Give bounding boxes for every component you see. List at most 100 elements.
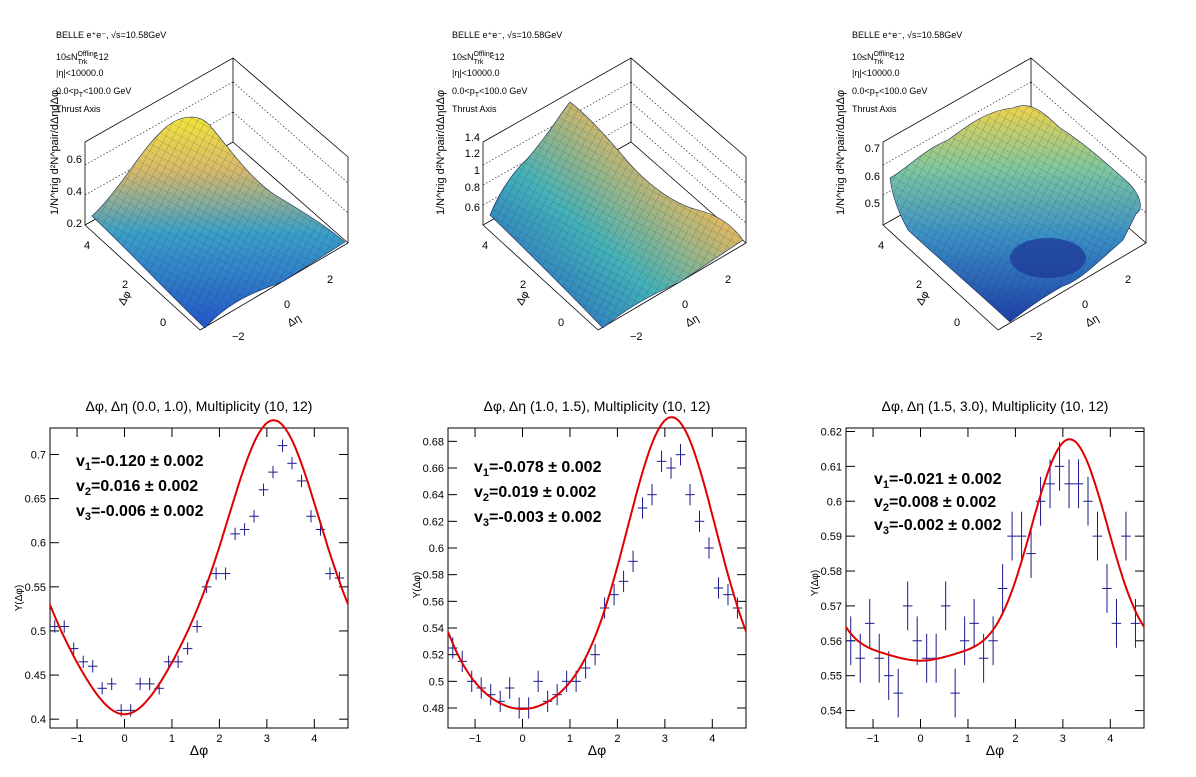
y-tick-label: 0.62 bbox=[423, 516, 444, 528]
fit-curve bbox=[49, 419, 349, 716]
z-tick-label: 0.7 bbox=[865, 143, 880, 155]
data-point bbox=[1092, 511, 1103, 561]
phi-axis-ticks: 0 2 4 bbox=[878, 240, 960, 329]
x-tick-label: 4 bbox=[311, 733, 317, 745]
x-axis-label: Δφ bbox=[190, 742, 208, 758]
data-point bbox=[325, 567, 335, 580]
data-point bbox=[296, 474, 307, 488]
data-point bbox=[618, 570, 629, 592]
eta-tick-label: 2 bbox=[1125, 274, 1131, 286]
fit-v2: v2=0.016 ± 0.002 bbox=[76, 478, 198, 498]
data-point bbox=[192, 620, 202, 633]
y-tick-label: 0.54 bbox=[423, 623, 444, 635]
y-axis-label: Y(Δφ) bbox=[810, 570, 821, 597]
y-tick-label: 0.68 bbox=[423, 436, 444, 448]
data-point bbox=[97, 682, 107, 695]
y-tick-label: 0.65 bbox=[25, 494, 46, 506]
data-point bbox=[268, 465, 278, 479]
z-tick-label: 0.6 bbox=[67, 154, 82, 166]
x-tick-label: 3 bbox=[662, 733, 668, 745]
y-tick-label: 0.55 bbox=[821, 671, 842, 683]
eta-tick-label: 0 bbox=[1082, 299, 1088, 311]
phi-axis-ticks: 0 2 4 bbox=[482, 240, 564, 329]
x-tick-label: −1 bbox=[867, 733, 880, 745]
data-point bbox=[173, 655, 183, 668]
data-point bbox=[656, 450, 667, 472]
data-point bbox=[59, 620, 69, 633]
y-tick-label: 0.58 bbox=[423, 570, 444, 582]
x-tick-label: 0 bbox=[917, 733, 923, 745]
data-point bbox=[1102, 564, 1112, 613]
y-tick-label: 0.5 bbox=[31, 626, 46, 638]
data-point bbox=[78, 655, 88, 668]
data-point bbox=[1016, 511, 1027, 561]
eta-tick-label: −2 bbox=[1030, 331, 1043, 343]
data-point bbox=[590, 644, 600, 666]
data-point bbox=[628, 550, 638, 572]
z-tick-label: 0.6 bbox=[865, 171, 880, 183]
fit-parameters: v1=-0.120 ± 0.002 v2=0.016 ± 0.002 v3=-0… bbox=[76, 453, 204, 523]
data-point bbox=[1064, 459, 1074, 509]
data-point bbox=[258, 483, 269, 496]
z-axis-label: 1/N^trig d²N^pair/dΔηdΔφ bbox=[435, 90, 447, 215]
x-axis-label: Δφ bbox=[986, 742, 1004, 758]
fit-panel-3: Δφ, Δη (1.5, 3.0), Multiplicity (10, 12)… bbox=[810, 398, 1145, 758]
z-tick-label: 1 bbox=[474, 165, 480, 177]
data-point bbox=[685, 484, 695, 506]
data-point bbox=[182, 642, 193, 655]
data-point bbox=[969, 598, 979, 648]
plot-frame bbox=[845, 427, 1145, 729]
fit-curve bbox=[447, 416, 747, 710]
fit-curve bbox=[845, 438, 1145, 662]
y-tick-label: 0.66 bbox=[423, 463, 444, 475]
info-line-ntrk: 10≤NOffline Trk<12 bbox=[852, 51, 905, 66]
data-point bbox=[50, 620, 60, 633]
info-line-pt: 0.0<pT<100.0 GeV bbox=[56, 86, 131, 99]
info-line-ntrk: 10≤NOffline Trk<12 bbox=[56, 51, 109, 66]
z-axis-ticks: 0.2 0.4 0.6 bbox=[67, 154, 82, 230]
y-tick-label: 0.52 bbox=[423, 650, 444, 662]
data-point bbox=[874, 633, 884, 683]
y-tick-label: 0.56 bbox=[821, 636, 842, 648]
surface-dip bbox=[1010, 238, 1086, 278]
eta-axis-ticks: −2 0 2 bbox=[1030, 274, 1131, 343]
x-tick-label: 1 bbox=[965, 733, 971, 745]
eta-axis-label: Δη bbox=[286, 312, 304, 329]
phi-tick-label: 0 bbox=[558, 317, 564, 329]
y-tick-label: 0.7 bbox=[31, 449, 46, 461]
fit-parameters: v1=-0.021 ± 0.002 v2=0.008 ± 0.002 v3=-0… bbox=[874, 471, 1002, 537]
data-point bbox=[580, 657, 591, 679]
y-tick-label: 0.5 bbox=[429, 676, 444, 688]
y-tick-label: 0.61 bbox=[821, 461, 842, 473]
eta-tick-label: −2 bbox=[232, 331, 245, 343]
info-line-pt: 0.0<pT<100.0 GeV bbox=[452, 86, 527, 99]
z-tick-label: 0.5 bbox=[865, 198, 880, 210]
eta-axis-label: Δη bbox=[684, 312, 702, 329]
fit-v1: v1=-0.021 ± 0.002 bbox=[874, 471, 1002, 491]
eta-tick-label: 2 bbox=[327, 274, 333, 286]
x-tick-label: 3 bbox=[1060, 733, 1066, 745]
phi-axis-label: Δφ bbox=[914, 289, 932, 308]
panel-title: Δφ, Δη (0.0, 1.0), Multiplicity (10, 12) bbox=[86, 398, 313, 414]
data-point bbox=[637, 497, 648, 519]
data-point bbox=[704, 537, 714, 559]
data-point bbox=[1130, 598, 1141, 648]
info-line-beam: BELLE e⁺e⁻, √s=10.58GeV bbox=[56, 30, 166, 40]
stats-box: BELLE e⁺e⁻, √s=10.58GeV 10≤NOffline Trk<1… bbox=[56, 30, 166, 114]
phi-axis-label: Δφ bbox=[514, 289, 532, 308]
z-tick-label: 1.4 bbox=[465, 132, 480, 144]
z-tick-label: 0.2 bbox=[67, 218, 82, 230]
data-point bbox=[912, 616, 922, 666]
data-point bbox=[1111, 598, 1122, 648]
y-tick-label: 0.64 bbox=[423, 490, 444, 502]
y-tick-label: 0.4 bbox=[31, 714, 46, 726]
surface-plot-3: BELLE e⁺e⁻, √s=10.58GeV 10≤NOffline Trk<1… bbox=[835, 30, 1147, 343]
y-tick-label: 0.58 bbox=[821, 566, 842, 578]
stats-box: BELLE e⁺e⁻, √s=10.58GeV 10≤NOffline Trk<1… bbox=[852, 30, 962, 114]
info-line-beam: BELLE e⁺e⁻, √s=10.58GeV bbox=[852, 30, 962, 40]
data-point bbox=[609, 584, 619, 606]
data-point bbox=[921, 633, 932, 683]
y-axis-label: Y(Δφ) bbox=[412, 572, 423, 599]
data-point bbox=[846, 616, 856, 666]
